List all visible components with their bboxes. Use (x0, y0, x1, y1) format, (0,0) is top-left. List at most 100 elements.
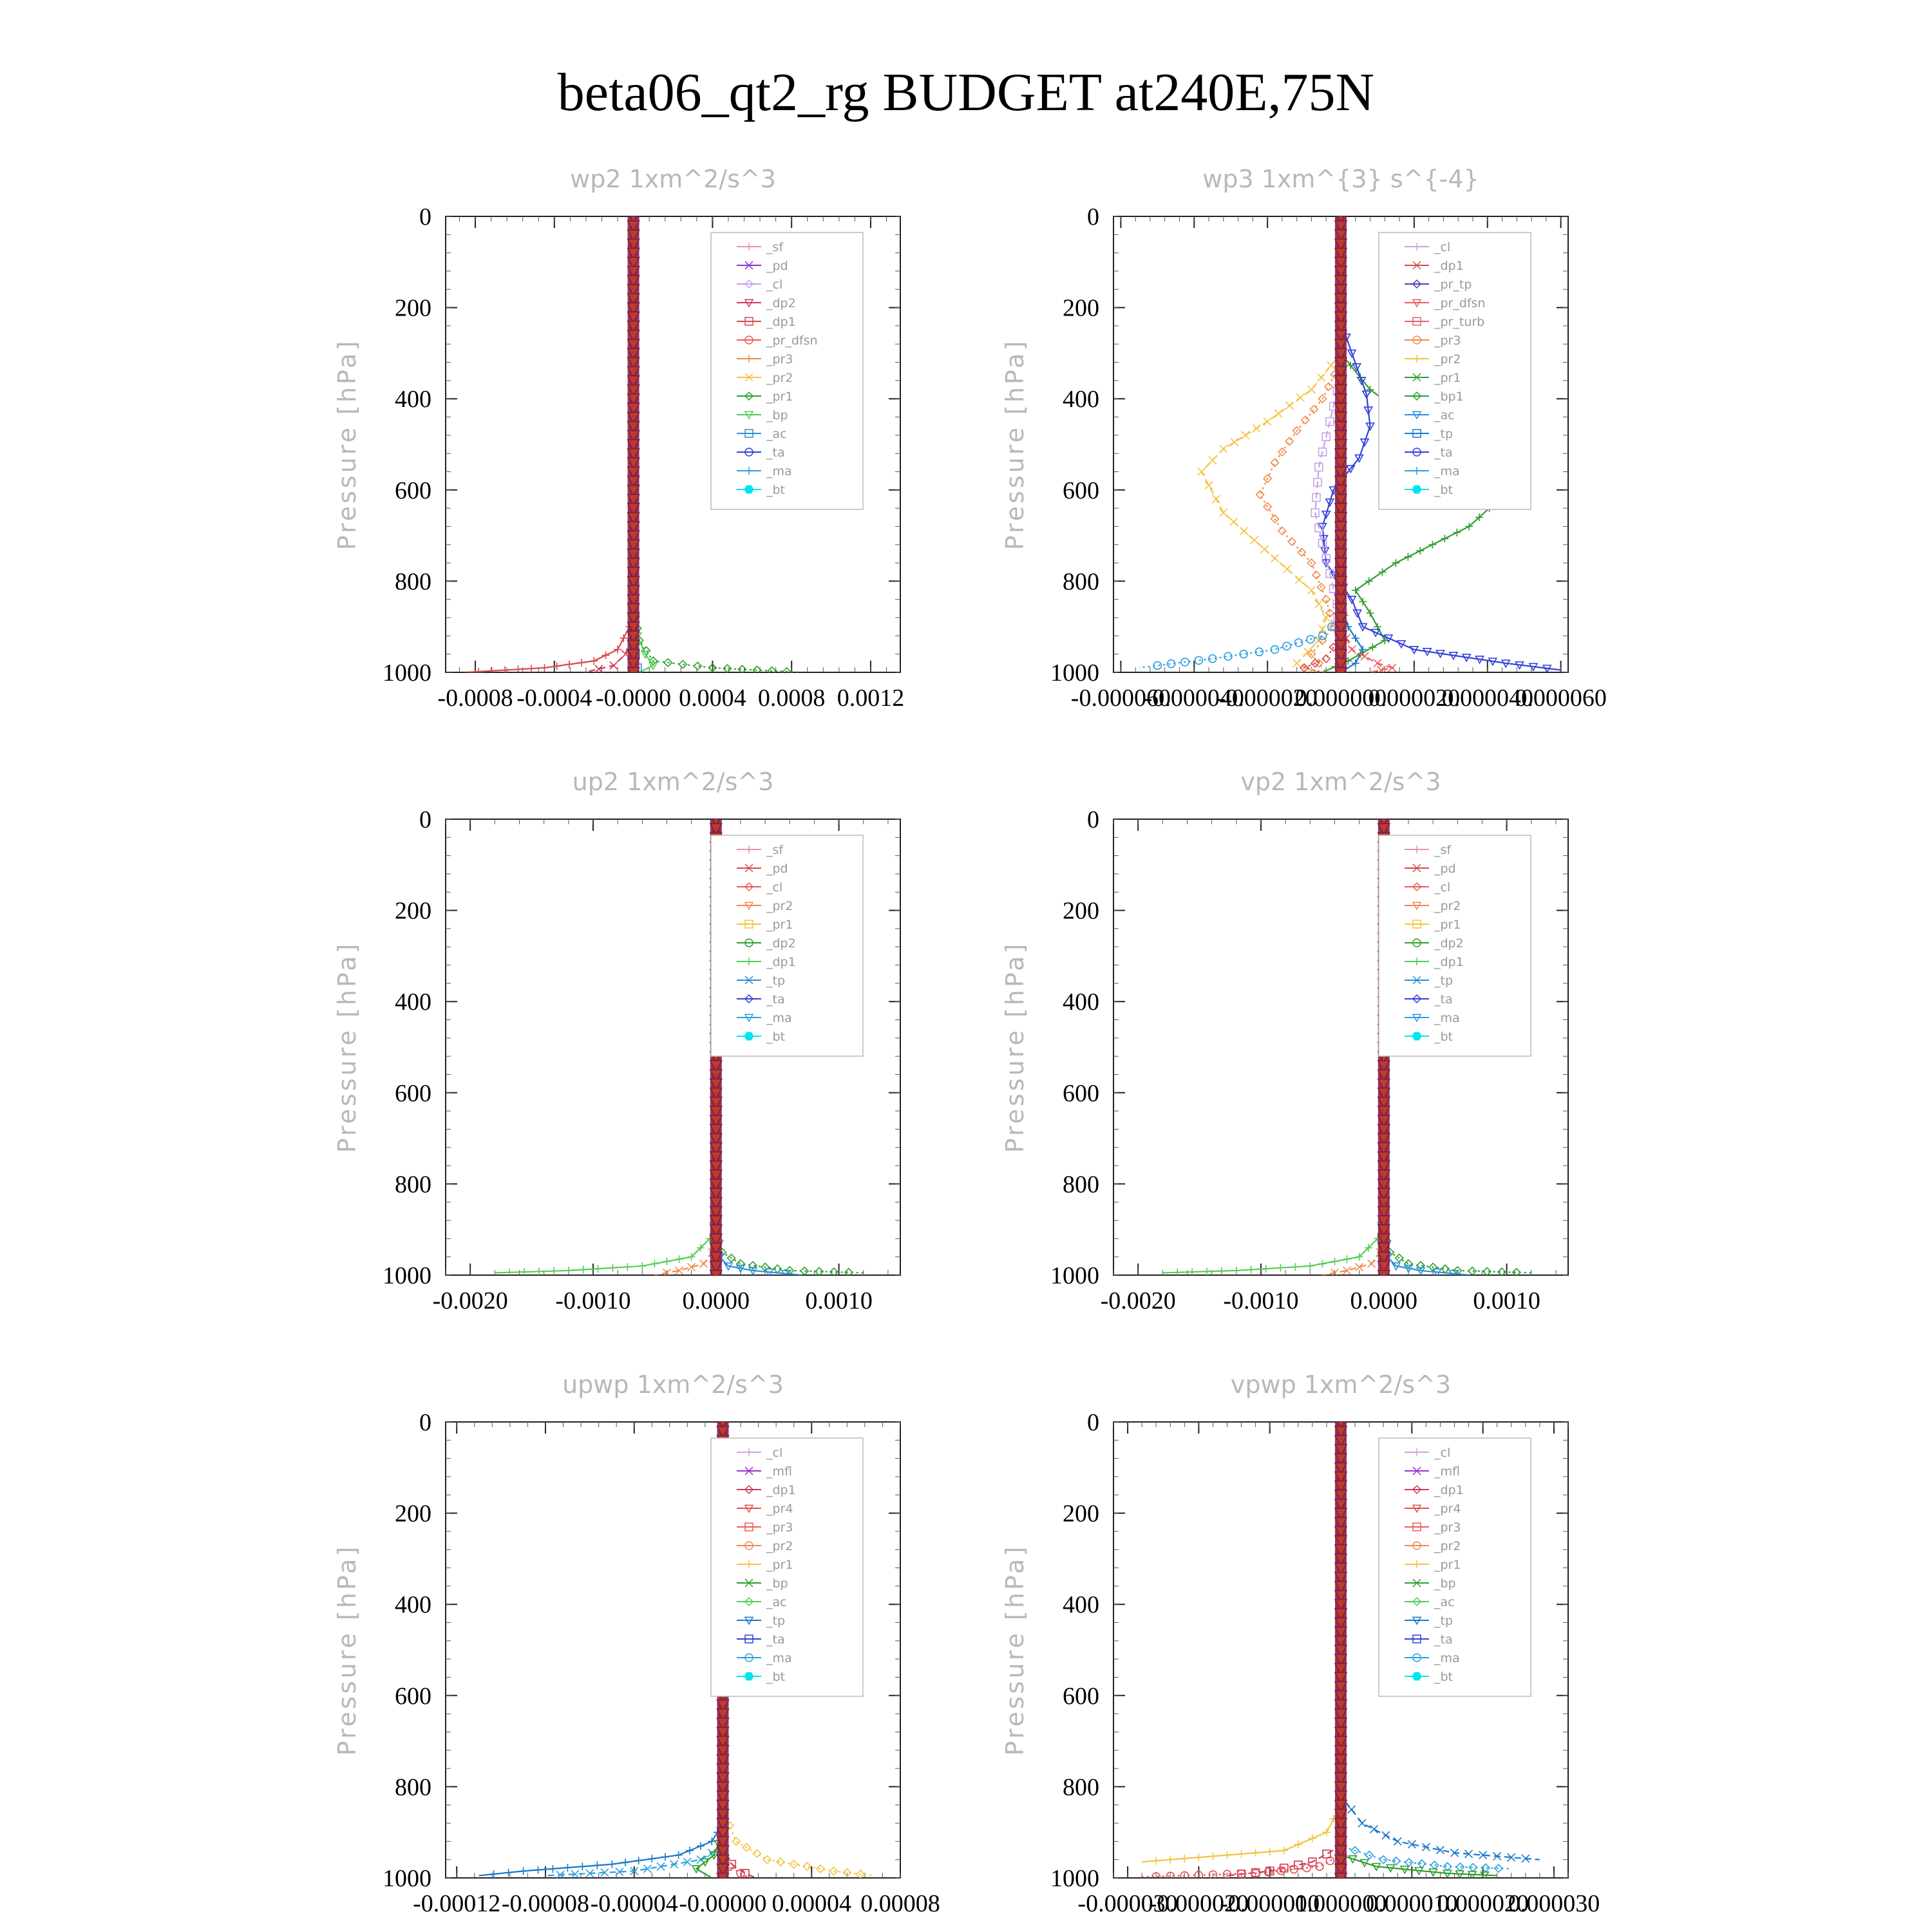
legend-label: _bp (1434, 1577, 1456, 1591)
legend: _sf _pd _cl _dp2 _dp1 _pr_dfsn _pr3 _pr2 _pr1 _bp… (710, 232, 864, 510)
series-marker (1501, 659, 1511, 668)
series-marker (1318, 447, 1327, 457)
y-tick-label: 400 (1063, 386, 1099, 413)
x-tick-label: 0.0008 (758, 685, 826, 712)
legend-label: _ma (1434, 1011, 1460, 1025)
y-tick-label: 400 (395, 386, 431, 413)
series-marker (579, 1265, 587, 1274)
series-marker (1334, 548, 1348, 561)
series-marker (627, 247, 640, 260)
series-marker (656, 1862, 665, 1871)
series-marker (627, 302, 640, 315)
series-marker (716, 1745, 730, 1757)
series-marker (1347, 1805, 1356, 1814)
series-marker (627, 320, 640, 333)
series-marker (1377, 1270, 1391, 1275)
series-marker (614, 645, 622, 654)
series-marker (1507, 1853, 1516, 1862)
legend-label: _pr4 (766, 1502, 793, 1516)
x-tick-label: -0.000040 (1144, 685, 1244, 712)
series-marker (709, 1242, 723, 1255)
series-marker (1370, 629, 1381, 638)
panel-title: vpwp 1xm^2/s^3 (1231, 1370, 1451, 1399)
series-marker (1396, 640, 1406, 649)
series-marker (1334, 1599, 1348, 1611)
legend-marker (1412, 279, 1422, 289)
legend-label: _pr1 (766, 1558, 793, 1572)
series-marker (1334, 1481, 1348, 1493)
series-marker (627, 266, 640, 278)
series-marker (1152, 1857, 1160, 1865)
series-marker (1322, 1828, 1331, 1837)
series-marker (1180, 1854, 1189, 1862)
series-marker (1399, 1865, 1410, 1875)
series-marker (1334, 366, 1348, 379)
legend-label: _bt (766, 1670, 785, 1684)
series-marker (1237, 1850, 1245, 1858)
series-marker (716, 1827, 730, 1839)
legend-label: _pr2 (1434, 1539, 1461, 1553)
series-marker (549, 1864, 557, 1873)
series-marker (1270, 645, 1280, 654)
series-marker (1270, 554, 1280, 563)
y-axis-title: Pressure [hPa] (1001, 942, 1029, 1153)
series-marker (1260, 545, 1269, 554)
series-marker (1307, 649, 1316, 659)
series-marker (1282, 641, 1291, 651)
legend-marker (744, 1653, 753, 1662)
series-marker (709, 1142, 723, 1155)
series-marker (1428, 540, 1437, 549)
x-tick-label: 0.00004 (772, 1890, 851, 1917)
series-marker (475, 667, 483, 672)
series-marker (663, 658, 673, 668)
series-marker (1334, 275, 1348, 287)
series-marker (1385, 1864, 1396, 1873)
series-marker (1211, 495, 1220, 504)
y-tick-label: 200 (1063, 898, 1099, 925)
series-marker (709, 1179, 723, 1191)
legend-marker (744, 485, 754, 494)
series-marker (1293, 659, 1302, 668)
series-marker (1321, 510, 1331, 520)
x-tick-label: -0.0000 (596, 685, 671, 712)
series-marker (600, 1868, 609, 1877)
series-marker (627, 667, 640, 672)
y-tick-label: 200 (395, 898, 431, 925)
y-axis-title: Pressure [hPa] (1001, 1544, 1029, 1756)
legend-label: _ma (766, 1011, 792, 1025)
series-marker (1355, 1253, 1363, 1261)
series-marker (683, 1857, 692, 1866)
legend-marker (1412, 411, 1422, 420)
series-marker (1347, 349, 1357, 359)
series-marker (1188, 1268, 1197, 1275)
series-marker (716, 1763, 730, 1776)
series-marker (726, 1253, 736, 1263)
legend-label: _pr2 (766, 899, 793, 913)
y-axis-title: Pressure [hPa] (333, 1544, 361, 1756)
series-marker (1404, 553, 1412, 561)
series-marker (1334, 375, 1348, 388)
series-marker (1334, 384, 1348, 397)
series-marker (1313, 478, 1322, 487)
series-marker (1334, 484, 1348, 497)
legend-label: _sf (766, 843, 784, 857)
series-marker (709, 1197, 723, 1209)
legend-label: _pr3 (766, 352, 793, 366)
series-marker (1334, 612, 1348, 625)
legend-marker (1413, 1560, 1421, 1568)
legend-label: _ta (766, 446, 785, 460)
legend-label: _bt (766, 1030, 785, 1044)
series-marker (708, 663, 717, 672)
legend-marker (1412, 1466, 1421, 1475)
y-tick-label: 800 (1063, 1171, 1099, 1198)
legend-marker (1412, 882, 1422, 892)
x-tick-label: 0.000020 (1437, 1890, 1529, 1917)
series-marker (1252, 424, 1261, 433)
panel-title: wp3 1xm^{3} s^{-4} (1202, 165, 1479, 193)
series-marker (663, 1257, 671, 1265)
legend-marker (744, 429, 753, 438)
series-marker (1299, 663, 1309, 672)
y-tick-label: 400 (395, 1591, 431, 1618)
legend-marker (1412, 1014, 1422, 1023)
series-marker (627, 494, 640, 506)
